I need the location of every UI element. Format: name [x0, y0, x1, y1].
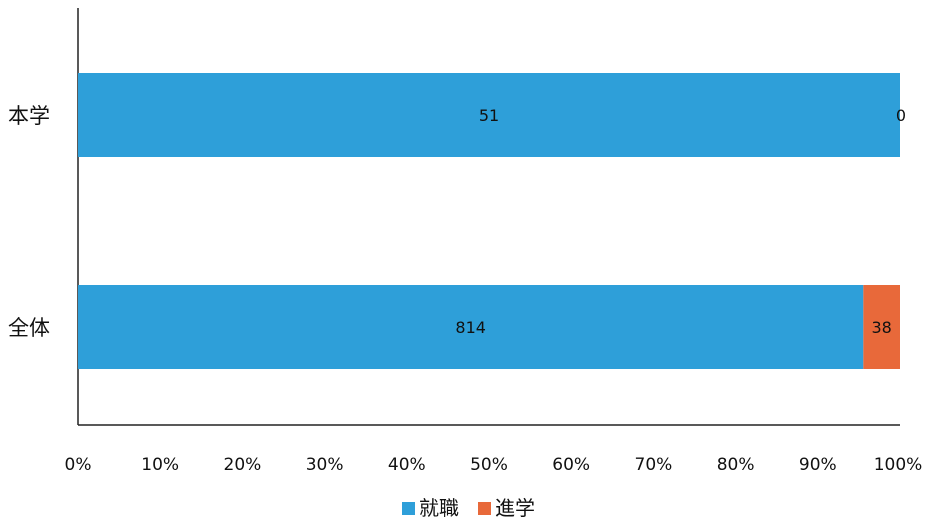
data-label-2-2: 38	[871, 318, 891, 337]
x-tick-label-9: 80%	[717, 455, 755, 475]
bar-segment-2-2	[863, 285, 900, 369]
legend-label-2: 進学	[495, 496, 535, 520]
category-label-2: 全体	[8, 316, 50, 340]
legend-swatch-2	[478, 502, 491, 515]
bars	[78, 73, 900, 369]
x-tick-label-1: 0%	[65, 455, 92, 475]
x-tick-label-11: 100%	[874, 455, 923, 475]
data-label-2-1: 814	[455, 318, 486, 337]
bar-segment-1-1	[78, 73, 900, 157]
x-tick-label-5: 40%	[388, 455, 426, 475]
category-label-1: 本学	[8, 104, 50, 128]
x-tick-label-4: 30%	[306, 455, 344, 475]
legend-swatch-1	[402, 502, 415, 515]
x-axis-ticks: 0% 10% 20% 30% 40% 50% 60% 70% 80% 90% 100%	[65, 455, 923, 475]
data-label-1-1: 51	[479, 106, 499, 125]
bar-segment-2-1	[78, 285, 864, 369]
legend: 就職 進学	[402, 496, 535, 520]
x-tick-label-6: 50%	[470, 455, 508, 475]
x-tick-label-7: 60%	[552, 455, 590, 475]
data-labels: 51 0 814 38	[455, 106, 906, 337]
x-tick-label-10: 90%	[799, 455, 837, 475]
x-tick-label-2: 10%	[141, 455, 179, 475]
x-tick-label-3: 20%	[224, 455, 262, 475]
legend-label-1: 就職	[419, 496, 459, 520]
data-label-1-2: 0	[896, 106, 906, 125]
x-tick-label-8: 70%	[635, 455, 673, 475]
